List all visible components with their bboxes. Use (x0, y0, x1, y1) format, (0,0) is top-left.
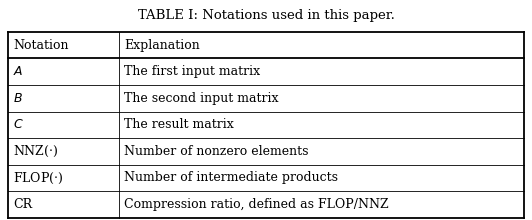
Text: NNZ($\cdot$): NNZ($\cdot$) (13, 144, 59, 159)
Text: Compression ratio, defined as FLOP/NNZ: Compression ratio, defined as FLOP/NNZ (124, 198, 389, 211)
Text: The first input matrix: The first input matrix (124, 65, 260, 78)
Text: Number of nonzero elements: Number of nonzero elements (124, 145, 309, 158)
Text: $A$: $A$ (13, 65, 23, 78)
Text: $B$: $B$ (13, 92, 23, 105)
Text: The second input matrix: The second input matrix (124, 92, 279, 105)
Text: $C$: $C$ (13, 118, 24, 131)
Text: TABLE I: Notations used in this paper.: TABLE I: Notations used in this paper. (138, 9, 394, 22)
Text: Notation: Notation (13, 39, 69, 52)
Text: CR: CR (13, 198, 32, 211)
Text: FLOP($\cdot$): FLOP($\cdot$) (13, 170, 64, 185)
Text: Explanation: Explanation (124, 39, 200, 52)
Text: Number of intermediate products: Number of intermediate products (124, 171, 338, 184)
Text: The result matrix: The result matrix (124, 118, 234, 131)
